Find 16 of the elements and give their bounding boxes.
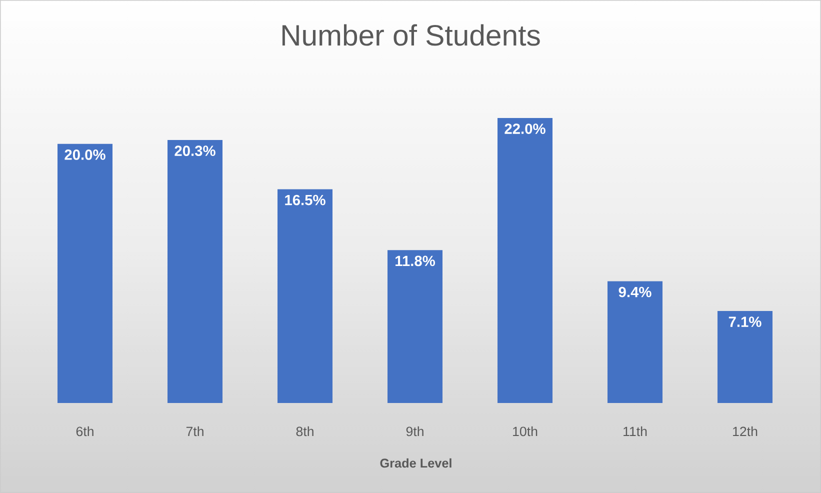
x-tick-label: 9th (406, 426, 424, 436)
data-label: 11.8% (396, 256, 435, 266)
data-label: 7.1% (728, 316, 762, 327)
data-label: 20.3% (174, 146, 216, 156)
x-tick-label: 6th (76, 426, 94, 436)
x-axis-title: Grade Level (380, 458, 452, 468)
x-tick-label: 8th (296, 426, 314, 436)
data-label: 20.0% (64, 150, 106, 160)
x-tick-label: 10th (513, 426, 538, 436)
data-label: 16.5% (285, 194, 326, 206)
x-tick-label: 11th (624, 426, 647, 436)
x-tick-label: 7th (186, 426, 204, 436)
chart-title: Number of Students (282, 24, 540, 46)
x-tick-label: 12th (733, 426, 758, 436)
data-label: 9.4% (618, 286, 652, 298)
data-label: 22.0% (504, 124, 546, 134)
